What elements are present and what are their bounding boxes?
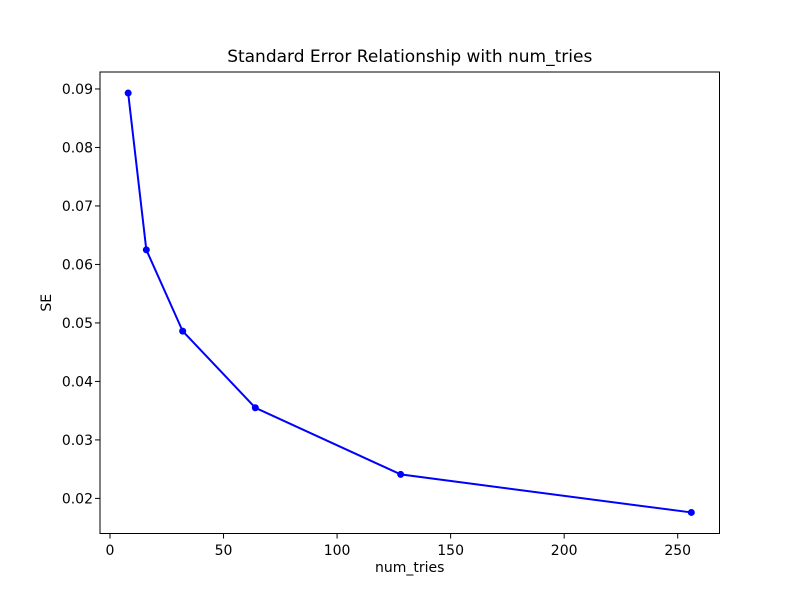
- x-tick-label: 150: [437, 543, 464, 559]
- y-tick-label: 0.02: [62, 491, 93, 507]
- chart-title: Standard Error Relationship with num_tri…: [227, 47, 592, 67]
- x-tick-label: 200: [551, 543, 578, 559]
- y-tick-label: 0.04: [62, 374, 93, 390]
- y-axis-label: SE: [39, 294, 55, 312]
- x-tick-label: 50: [215, 543, 233, 559]
- plot-series-group: 0 50 100 150 200 250 0.02 0.03 0.04 0.05 0.06 0.07 0…: [62, 82, 695, 559]
- x-tick-label: 250: [664, 543, 691, 559]
- data-point: [142, 246, 150, 254]
- y-tick-label: 0.09: [62, 82, 93, 98]
- data-point: [179, 327, 187, 335]
- x-axis-label: num_tries: [375, 560, 444, 576]
- x-tick-label: 100: [324, 543, 351, 559]
- y-tick-label: 0.07: [62, 199, 93, 215]
- data-point: [251, 404, 259, 412]
- data-line: [127, 92, 692, 514]
- x-tick-label: 0: [106, 543, 115, 559]
- plot-area: [99, 71, 720, 534]
- data-point: [687, 508, 695, 516]
- y-tick-label: 0.05: [62, 316, 93, 332]
- data-point: [124, 89, 132, 97]
- data-point: [397, 470, 405, 478]
- y-tick-label: 0.08: [62, 140, 93, 156]
- y-tick-label: 0.06: [62, 257, 93, 273]
- y-tick-label: 0.03: [62, 433, 93, 449]
